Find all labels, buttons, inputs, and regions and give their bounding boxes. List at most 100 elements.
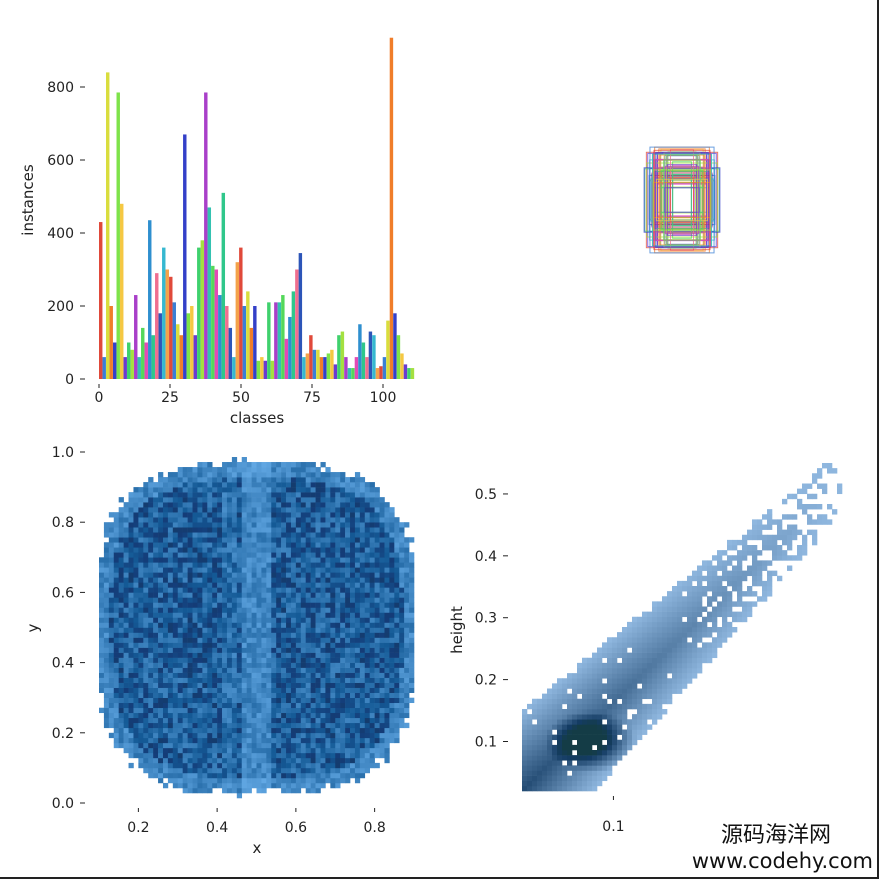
heatmap-cell bbox=[394, 667, 400, 673]
heatmap-cell bbox=[182, 762, 188, 769]
heatmap-cell bbox=[394, 592, 400, 598]
heatmap-cell bbox=[271, 567, 277, 573]
histogram-bar bbox=[284, 338, 289, 379]
heatmap-cell bbox=[246, 637, 252, 643]
heatmap-cell bbox=[320, 497, 326, 503]
heatmap-cell bbox=[182, 707, 188, 714]
heatmap-cell bbox=[330, 702, 336, 709]
heatmap-cell bbox=[345, 542, 351, 548]
heatmap-cell bbox=[187, 687, 193, 693]
heatmap-cell bbox=[266, 657, 272, 663]
heatmap-cell bbox=[148, 687, 154, 693]
heatmap-cell bbox=[236, 667, 243, 673]
heatmap-cell bbox=[207, 717, 213, 724]
heatmap-cell bbox=[103, 722, 110, 729]
heatmap-cell bbox=[692, 657, 698, 664]
heatmap-cell bbox=[350, 617, 356, 623]
heatmap-cell bbox=[197, 722, 203, 729]
heatmap-cell bbox=[148, 647, 154, 653]
heatmap-cell bbox=[350, 707, 356, 714]
heatmap-cell bbox=[207, 527, 213, 533]
heatmap-cell bbox=[384, 627, 390, 633]
heatmap-cell bbox=[374, 652, 380, 658]
heatmap-cell bbox=[305, 497, 311, 503]
heatmap-cell bbox=[592, 673, 598, 679]
heatmap-cell bbox=[167, 722, 174, 729]
heatmap-cell bbox=[113, 557, 119, 563]
heatmap-cell bbox=[692, 647, 698, 653]
heatmap-cell bbox=[577, 724, 583, 730]
heatmap-cell bbox=[662, 632, 668, 638]
heatmap-cell bbox=[532, 709, 538, 715]
heatmap-cell bbox=[345, 632, 351, 638]
heatmap-cell bbox=[118, 717, 124, 724]
heatmap-cell bbox=[310, 682, 316, 688]
heatmap-cell bbox=[123, 512, 129, 518]
heatmap-cell bbox=[587, 709, 593, 715]
heatmap-cell bbox=[597, 709, 603, 715]
heatmap-cell bbox=[310, 477, 316, 483]
heatmap-cell bbox=[177, 532, 183, 538]
heatmap-cell bbox=[212, 772, 218, 779]
heatmap-cell bbox=[612, 734, 618, 741]
heatmap-cell bbox=[300, 502, 307, 508]
heatmap-cell bbox=[286, 617, 292, 623]
heatmap-cell bbox=[256, 657, 262, 663]
heatmap-cell bbox=[717, 637, 723, 643]
heatmap-cell bbox=[672, 621, 678, 628]
heatmap-cell bbox=[241, 722, 247, 729]
heatmap-cell bbox=[290, 607, 297, 613]
heatmap-cell bbox=[162, 687, 169, 693]
heatmap-cell bbox=[295, 707, 302, 714]
heatmap-cell bbox=[153, 537, 159, 543]
heatmap-cell bbox=[286, 492, 292, 498]
heatmap-cell bbox=[281, 712, 287, 719]
heatmap-cell bbox=[364, 637, 371, 643]
heatmap-cell bbox=[330, 502, 336, 508]
heatmap-cell bbox=[354, 747, 361, 754]
heatmap-cell bbox=[236, 532, 243, 538]
heatmap-cell bbox=[256, 772, 262, 779]
heatmap-cell bbox=[281, 592, 287, 598]
heatmap-cell bbox=[677, 662, 683, 669]
heatmap-cell bbox=[310, 522, 316, 528]
heatmap-cell bbox=[379, 512, 385, 518]
heatmap-cell bbox=[325, 622, 331, 628]
heatmap-cell bbox=[597, 673, 603, 679]
heatmap-cell bbox=[241, 637, 247, 643]
heatmap-cell bbox=[256, 692, 262, 698]
heatmap-cell bbox=[271, 487, 277, 493]
heatmap-cell bbox=[340, 532, 346, 538]
heatmap-cell bbox=[562, 734, 568, 741]
heatmap-cell bbox=[113, 737, 119, 744]
heatmap-cell bbox=[192, 557, 198, 563]
heatmap-cell bbox=[162, 617, 169, 623]
heatmap-cell bbox=[762, 545, 768, 551]
heatmap-cell bbox=[162, 487, 169, 493]
heatmap-cell bbox=[271, 657, 277, 663]
histogram-bar bbox=[134, 295, 138, 379]
heatmap-cell bbox=[290, 517, 297, 523]
heatmap-cell bbox=[597, 770, 603, 776]
heatmap-cell bbox=[133, 677, 139, 683]
heatmap-cell bbox=[251, 537, 257, 543]
heatmap-cell bbox=[261, 742, 267, 749]
heatmap-cell bbox=[286, 782, 292, 789]
heatmap-cell bbox=[737, 565, 743, 571]
heatmap-cell bbox=[359, 692, 366, 698]
heatmap-cell bbox=[364, 672, 371, 678]
heatmap-cell bbox=[315, 647, 321, 653]
heatmap-cell bbox=[762, 586, 768, 592]
heatmap-cell bbox=[657, 606, 663, 612]
heatmap-cell bbox=[192, 637, 198, 643]
heatmap-cell bbox=[148, 702, 154, 709]
heatmap-cell bbox=[113, 707, 119, 714]
heatmap-cell bbox=[172, 487, 179, 493]
heatmap-cell bbox=[374, 637, 380, 643]
heatmap-cell bbox=[162, 657, 169, 663]
heatmap-cell bbox=[389, 557, 395, 563]
heatmap-cell bbox=[300, 652, 307, 658]
heatmap-cell bbox=[364, 722, 371, 729]
heatmap-cell bbox=[123, 557, 129, 563]
histogram-bar bbox=[176, 324, 180, 379]
